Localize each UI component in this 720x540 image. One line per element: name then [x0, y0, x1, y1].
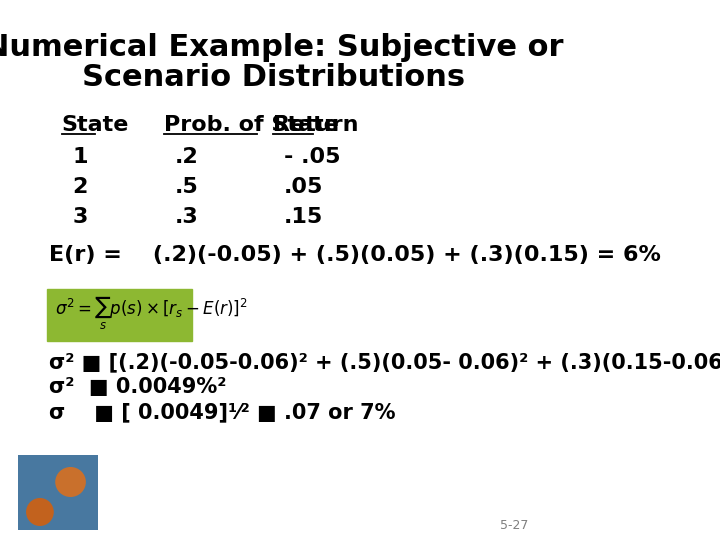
Text: .05: .05: [284, 177, 323, 197]
Text: 2: 2: [73, 177, 88, 197]
Text: σ² ■ [(.2)(-0.05-0.06)² + (.5)(0.05- 0.06)² + (.3)(0.15-0.06)²]: σ² ■ [(.2)(-0.05-0.06)² + (.5)(0.05- 0.0…: [49, 352, 720, 372]
Text: Numerical Example: Subjective or: Numerical Example: Subjective or: [0, 33, 563, 63]
Text: - .05: - .05: [284, 147, 341, 167]
Text: .15: .15: [284, 207, 323, 227]
Text: 5-27: 5-27: [500, 519, 528, 532]
Text: .3: .3: [175, 207, 199, 227]
Ellipse shape: [55, 467, 86, 497]
Text: State: State: [62, 115, 129, 135]
FancyBboxPatch shape: [18, 455, 98, 530]
Text: σ    ■ [ 0.0049]¹⁄² ■ .07 or 7%: σ ■ [ 0.0049]¹⁄² ■ .07 or 7%: [49, 402, 395, 422]
Text: σ²  ■ 0.0049%²: σ² ■ 0.0049%²: [49, 377, 226, 397]
Text: E(r) =    (.2)(-0.05) + (.5)(0.05) + (.3)(0.15) = 6%: E(r) = (.2)(-0.05) + (.5)(0.05) + (.3)(0…: [49, 245, 660, 265]
FancyBboxPatch shape: [48, 289, 192, 341]
Text: Scenario Distributions: Scenario Distributions: [82, 63, 465, 91]
Text: Prob. of State: Prob. of State: [164, 115, 338, 135]
Text: Return: Return: [274, 115, 359, 135]
Ellipse shape: [26, 498, 54, 526]
Text: .5: .5: [175, 177, 199, 197]
Text: .2: .2: [175, 147, 199, 167]
Text: $\sigma^2 = \sum_{s} p(s) \times [r_s - E(r)]^2$: $\sigma^2 = \sum_{s} p(s) \times [r_s - …: [55, 294, 248, 332]
Text: 1: 1: [73, 147, 89, 167]
Text: 3: 3: [73, 207, 88, 227]
